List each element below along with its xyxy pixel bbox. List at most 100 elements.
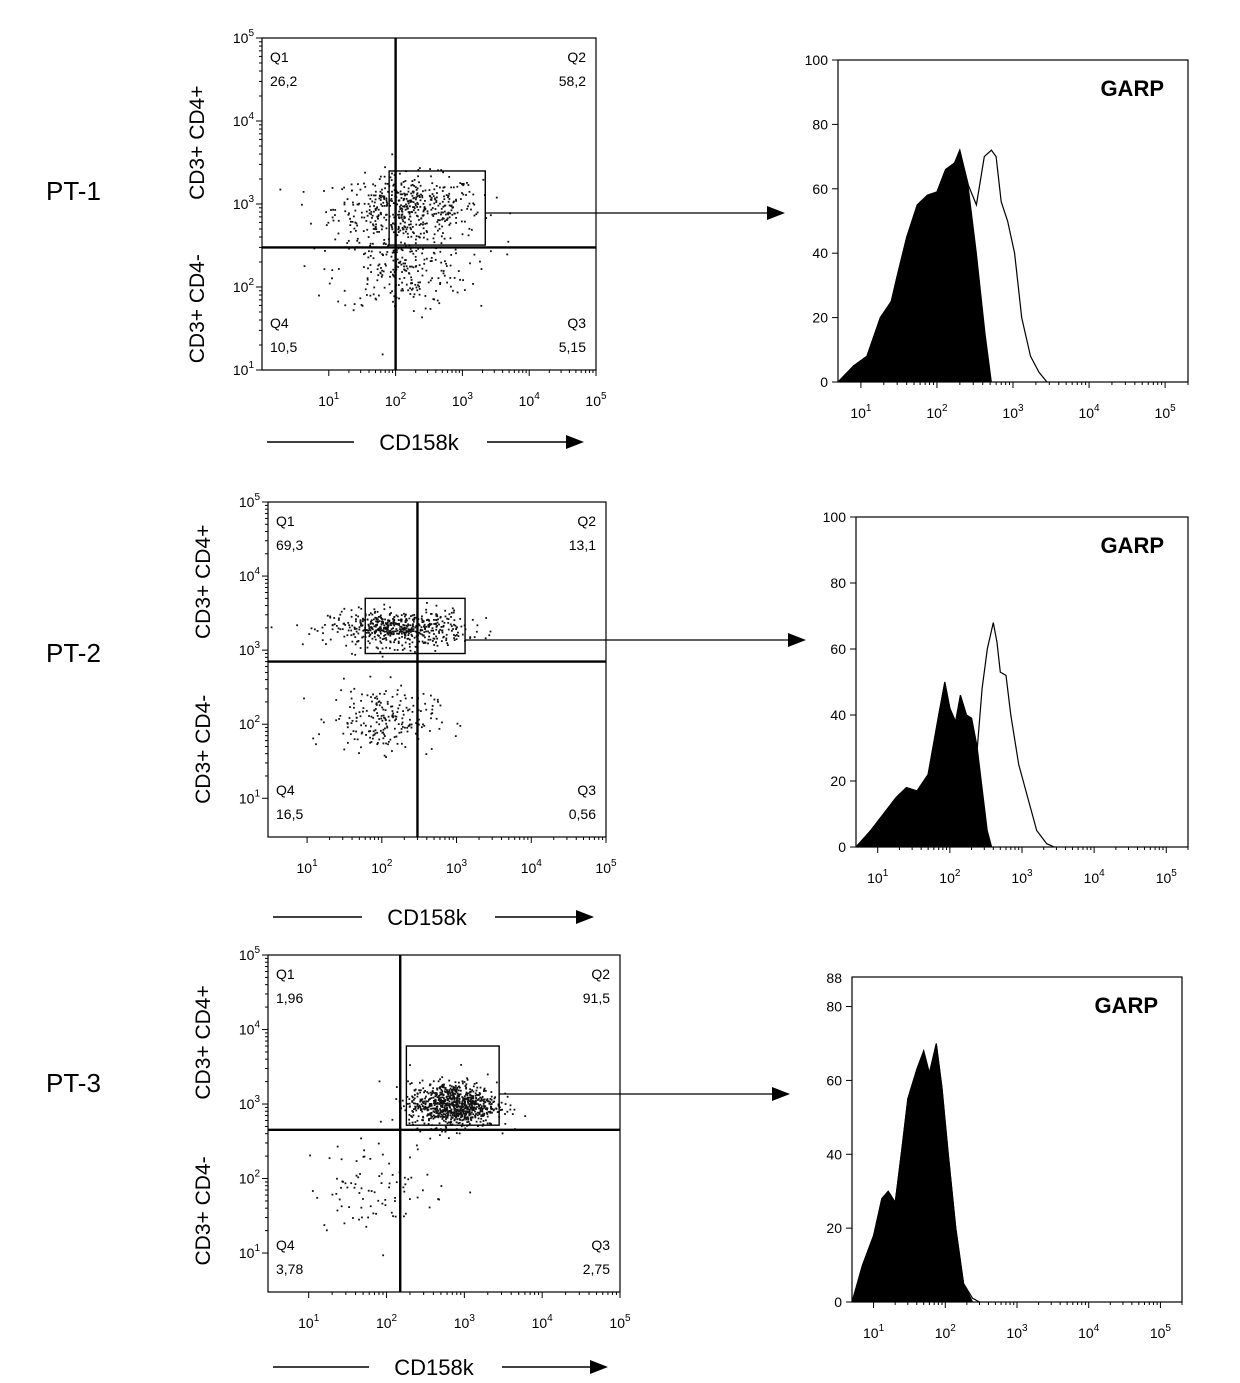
event-point — [375, 629, 377, 632]
event-point — [474, 1116, 477, 1119]
event-point — [454, 1081, 457, 1084]
event-point — [424, 627, 426, 630]
event-point — [374, 708, 377, 710]
event-point — [473, 1106, 476, 1109]
event-point — [406, 625, 409, 628]
event-point — [504, 1103, 507, 1105]
event-point — [384, 727, 386, 730]
event-point — [431, 213, 434, 216]
event-point — [475, 1082, 478, 1084]
event-point — [400, 197, 403, 199]
event-point — [441, 1076, 444, 1079]
event-point — [370, 1190, 373, 1192]
event-point — [460, 625, 463, 628]
x-axis-label-arrow-head — [566, 435, 584, 449]
event-point — [384, 182, 387, 185]
event-point — [455, 200, 457, 202]
event-point — [398, 632, 401, 635]
event-point — [439, 1111, 442, 1114]
event-point — [387, 619, 389, 622]
event-point — [409, 201, 412, 203]
event-point — [425, 1095, 427, 1098]
event-point — [346, 741, 349, 744]
event-point — [391, 251, 394, 254]
event-point — [419, 1107, 422, 1110]
event-point — [370, 741, 373, 743]
event-point — [355, 627, 358, 630]
event-point — [451, 1114, 454, 1116]
event-point — [451, 1117, 454, 1119]
event-point — [355, 618, 357, 621]
event-point — [369, 634, 371, 637]
event-point — [429, 730, 431, 732]
event-point — [466, 1116, 469, 1119]
event-point — [422, 223, 424, 226]
event-point — [458, 1097, 461, 1100]
event-point — [480, 1105, 483, 1108]
event-point — [347, 629, 350, 632]
event-point — [400, 625, 403, 628]
event-point — [430, 1103, 433, 1105]
event-point — [393, 295, 396, 298]
event-point — [368, 209, 371, 211]
event-point — [375, 630, 378, 633]
event-point — [431, 627, 434, 630]
event-point — [407, 637, 410, 640]
event-point — [443, 186, 446, 189]
event-point — [371, 632, 374, 634]
event-point — [475, 1103, 477, 1105]
event-point — [439, 1091, 442, 1094]
quadrant-value-q3: 5,15 — [559, 339, 586, 355]
event-point — [460, 1063, 463, 1066]
event-point — [378, 195, 381, 197]
event-point — [361, 617, 364, 620]
event-point — [407, 202, 410, 205]
event-point — [338, 1198, 341, 1201]
event-point — [456, 1095, 459, 1098]
event-point — [446, 281, 449, 284]
event-point — [452, 1087, 455, 1089]
event-point — [380, 1182, 383, 1185]
event-point — [484, 1108, 487, 1110]
event-point — [328, 282, 331, 285]
event-point — [279, 188, 282, 191]
x-tick-label: 103 — [452, 391, 474, 409]
y-tick-label: 20 — [830, 773, 846, 789]
event-point — [429, 1113, 432, 1116]
event-point — [367, 1216, 370, 1219]
event-point — [380, 629, 383, 632]
event-point — [425, 708, 428, 711]
event-point — [370, 696, 372, 698]
histogram-outline-series — [855, 622, 1055, 848]
x-tick-label: 105 — [1150, 1323, 1172, 1341]
event-point — [412, 295, 415, 298]
event-point — [370, 620, 372, 623]
event-point — [416, 1092, 419, 1095]
event-point — [433, 623, 436, 625]
event-point — [459, 1089, 462, 1092]
event-point — [417, 1115, 420, 1118]
event-point — [402, 180, 405, 183]
event-point — [439, 283, 442, 285]
event-point — [411, 1116, 414, 1118]
event-point — [358, 1192, 361, 1194]
event-point — [479, 1109, 482, 1112]
event-point — [410, 276, 413, 279]
event-point — [339, 628, 342, 631]
event-point — [414, 186, 417, 189]
event-point — [429, 1091, 432, 1094]
event-point — [369, 736, 372, 739]
event-point — [479, 260, 481, 263]
event-point — [467, 1092, 470, 1095]
event-point — [380, 714, 383, 717]
event-point — [398, 637, 401, 639]
event-point — [462, 279, 464, 282]
event-point — [476, 1094, 479, 1097]
event-point — [455, 628, 458, 631]
event-point — [381, 706, 384, 709]
x-axis-label: CD158k — [394, 1355, 474, 1380]
event-point — [403, 205, 406, 208]
event-point — [485, 617, 488, 619]
event-point — [449, 285, 452, 288]
event-point — [408, 199, 411, 202]
